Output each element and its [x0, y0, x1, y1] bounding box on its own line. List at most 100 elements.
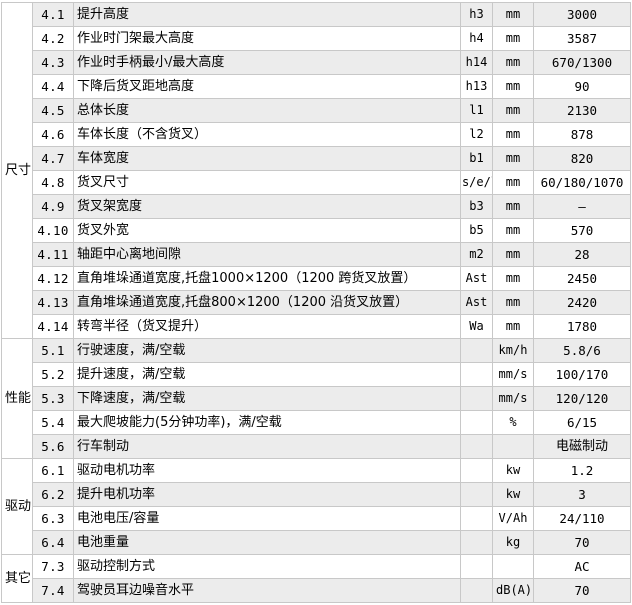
row-description: 提升高度 — [73, 2, 461, 27]
row-description: 直角堆垛通道宽度,托盘800×1200（1200 沿货叉放置） — [73, 290, 461, 315]
row-unit — [492, 434, 534, 459]
row-value: 2130 — [533, 98, 631, 123]
row-number: 4.9 — [32, 194, 74, 219]
row-description: 车体宽度 — [73, 146, 461, 171]
row-value: 1.2 — [533, 458, 631, 483]
row-symbol: b1 — [460, 146, 493, 171]
row-description: 行驶速度，满/空载 — [73, 338, 461, 363]
row-number: 5.2 — [32, 362, 74, 387]
row-value: 电磁制动 — [533, 434, 631, 459]
row-unit: mm — [492, 98, 534, 123]
row-unit: mm — [492, 242, 534, 267]
table-row: 尺寸 4.1 提升高度 h3 mm 3000 — [1, 2, 631, 339]
row-number: 4.8 — [32, 170, 74, 195]
row-unit: kw — [492, 458, 534, 483]
row-unit: mm — [492, 314, 534, 339]
row-number: 4.7 — [32, 146, 74, 171]
row-symbol: h13 — [460, 74, 493, 99]
row-symbol — [460, 338, 493, 363]
row-description: 转弯半径（货叉提升） — [73, 314, 461, 339]
row-value: 3 — [533, 482, 631, 507]
row-symbol: h4 — [460, 26, 493, 51]
row-value: 60/180/1070 — [533, 170, 631, 195]
row-description: 电池电压/容量 — [73, 506, 461, 531]
row-number: 4.13 — [32, 290, 74, 315]
row-symbol — [460, 482, 493, 507]
row-number: 6.1 — [32, 458, 74, 483]
category-cell-drive: 驱动 — [1, 458, 33, 555]
row-value: 90 — [533, 74, 631, 99]
row-description: 货叉架宽度 — [73, 194, 461, 219]
row-description: 下降后货叉距地高度 — [73, 74, 461, 99]
row-symbol: b3 — [460, 194, 493, 219]
row-symbol — [460, 506, 493, 531]
row-description: 提升速度，满/空载 — [73, 362, 461, 387]
row-number: 5.1 — [32, 338, 74, 363]
row-number: 4.10 — [32, 218, 74, 243]
row-value: 28 — [533, 242, 631, 267]
row-unit: mm — [492, 26, 534, 51]
row-value: 2420 — [533, 290, 631, 315]
row-number: 4.5 — [32, 98, 74, 123]
row-description: 驱动控制方式 — [73, 554, 461, 579]
row-unit: dB(A) — [492, 578, 534, 603]
row-number: 4.14 — [32, 314, 74, 339]
row-description: 最大爬坡能力(5分钟功率)，满/空载 — [73, 410, 461, 435]
row-symbol: l1 — [460, 98, 493, 123]
table-row: 4.9 货叉架宽度 b3 mm – — [2, 194, 631, 219]
row-description: 电池重量 — [73, 530, 461, 555]
row-symbol: Ast — [460, 290, 493, 315]
row-symbol — [460, 434, 493, 459]
table-row: 4.7 车体宽度 b1 mm 820 — [2, 146, 631, 171]
row-value: 100/170 — [533, 362, 631, 387]
row-unit: mm — [492, 290, 534, 315]
row-number: 5.6 — [32, 434, 74, 459]
row-value: 70 — [533, 530, 631, 555]
row-unit: mm — [492, 170, 534, 195]
row-symbol: h3 — [460, 2, 493, 27]
row-symbol — [460, 362, 493, 387]
row-unit: mm — [492, 2, 534, 27]
row-unit: km/h — [492, 338, 534, 363]
row-unit: mm — [492, 266, 534, 291]
row-symbol — [460, 386, 493, 411]
table-row: 4.5 总体长度 l1 mm 2130 — [2, 98, 631, 123]
category-cell-other: 其它 — [1, 554, 33, 603]
table-row: 4.6 车体长度（不含货叉） l2 mm 878 — [2, 122, 631, 147]
row-number: 4.11 — [32, 242, 74, 267]
row-description: 货叉外宽 — [73, 218, 461, 243]
table-row: 6.2 提升电机功率 kw 3 — [2, 482, 631, 507]
table-row: 4.14 转弯半径（货叉提升） Wa mm 1780 — [2, 314, 631, 339]
row-description: 货叉尺寸 — [73, 170, 461, 195]
table-row: 5.6 行车制动 电磁制动 — [2, 434, 631, 459]
row-description: 行车制动 — [73, 434, 461, 459]
row-number: 6.4 — [32, 530, 74, 555]
row-number: 4.6 — [32, 122, 74, 147]
row-description: 作业时门架最大高度 — [73, 26, 461, 51]
row-unit: mm/s — [492, 362, 534, 387]
table-row: 4.12 直角堆垛通道宽度,托盘1000×1200（1200 跨货叉放置） Ast m… — [2, 266, 631, 291]
row-value: 570 — [533, 218, 631, 243]
table-row: 4.13 直角堆垛通道宽度,托盘800×1200（1200 沿货叉放置） Ast mm… — [2, 290, 631, 315]
row-value: 820 — [533, 146, 631, 171]
row-unit: mm — [492, 194, 534, 219]
row-number: 5.3 — [32, 386, 74, 411]
table-row: 6.4 电池重量 kg 70 — [2, 530, 631, 555]
category-cell-dimensions: 尺寸 — [1, 2, 33, 339]
row-number: 7.3 — [32, 554, 74, 579]
row-unit: kw — [492, 482, 534, 507]
table-row: 6.3 电池电压/容量 V/Ah 24/110 — [2, 506, 631, 531]
row-number: 4.4 — [32, 74, 74, 99]
table-row: 4.3 作业时手柄最小/最大高度 h14 mm 670/1300 — [2, 50, 631, 75]
category-cell-performance: 性能 — [1, 338, 33, 459]
row-unit: mm — [492, 50, 534, 75]
row-symbol: Ast — [460, 266, 493, 291]
row-value: AC — [533, 554, 631, 579]
table-row: 7.4 驾驶员耳边噪音水平 dB(A) 70 — [2, 578, 631, 603]
row-unit: mm/s — [492, 386, 534, 411]
row-number: 7.4 — [32, 578, 74, 603]
row-value: 2450 — [533, 266, 631, 291]
